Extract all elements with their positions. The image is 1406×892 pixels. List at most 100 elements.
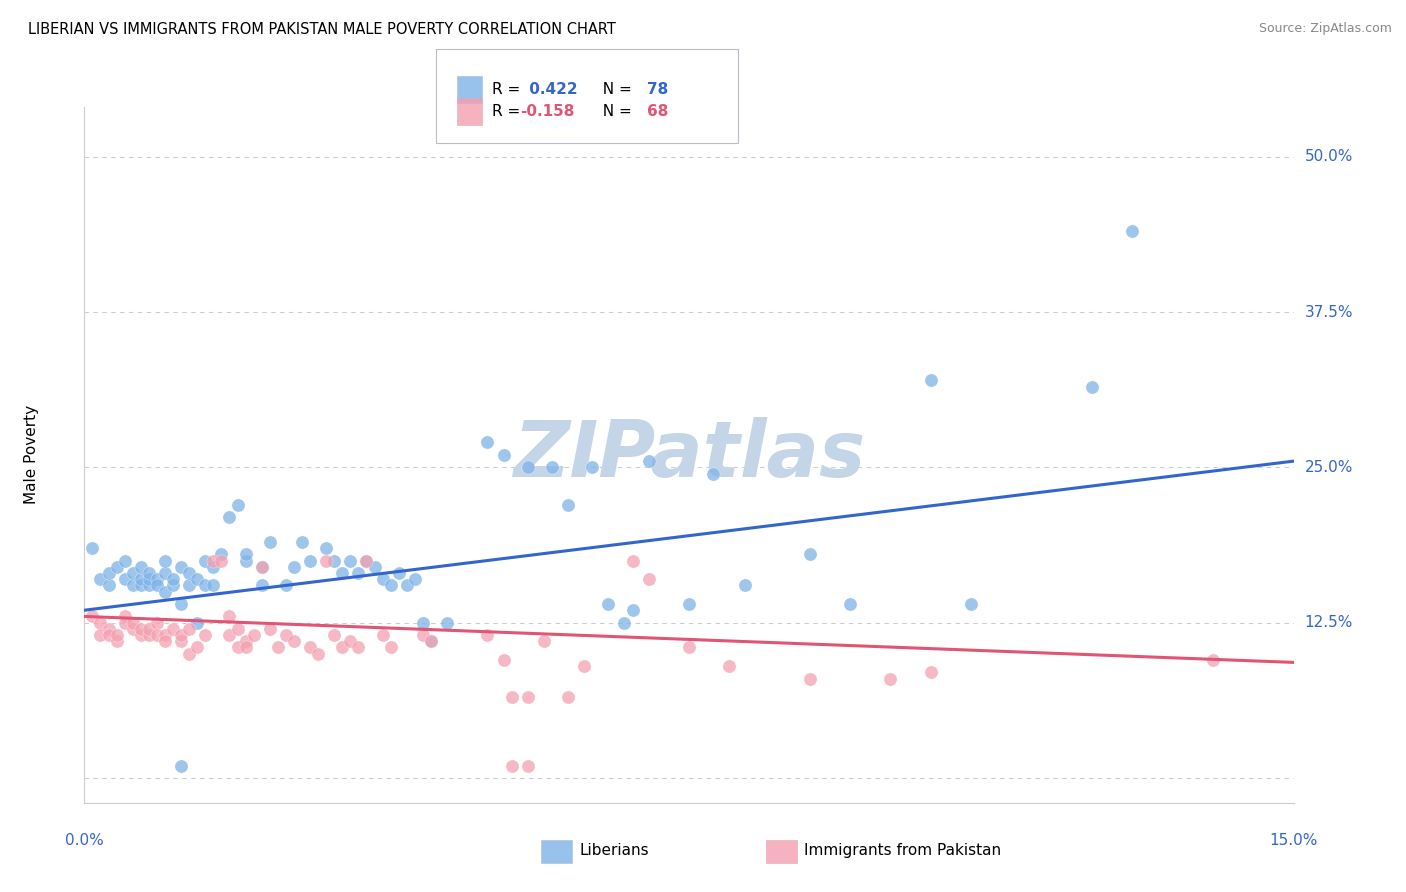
- Point: [226, 640, 249, 655]
- Point: [291, 534, 314, 549]
- Point: [621, 553, 644, 567]
- Point: [839, 597, 862, 611]
- Point: [170, 628, 193, 642]
- Point: [283, 559, 305, 574]
- Point: [274, 628, 297, 642]
- Point: [162, 578, 184, 592]
- Point: [621, 603, 644, 617]
- Point: [299, 553, 322, 567]
- Point: [146, 615, 169, 630]
- Point: [557, 690, 579, 705]
- Point: [283, 634, 305, 648]
- Point: [799, 672, 821, 686]
- Point: [420, 634, 443, 648]
- Point: [678, 597, 700, 611]
- Point: [218, 628, 240, 642]
- Point: [129, 628, 152, 642]
- Point: [170, 597, 193, 611]
- Point: [388, 566, 411, 580]
- Point: [186, 640, 208, 655]
- Point: [138, 566, 160, 580]
- Point: [202, 578, 225, 592]
- Point: [920, 665, 942, 680]
- Point: [315, 553, 337, 567]
- Point: [477, 435, 499, 450]
- Point: [477, 628, 499, 642]
- Point: [153, 553, 176, 567]
- Text: 0.422: 0.422: [524, 82, 578, 96]
- Point: [274, 578, 297, 592]
- Text: Liberians: Liberians: [579, 844, 650, 858]
- Point: [267, 640, 290, 655]
- Point: [209, 553, 232, 567]
- Point: [121, 566, 143, 580]
- Point: [501, 758, 523, 772]
- Point: [404, 572, 426, 586]
- Point: [315, 541, 337, 555]
- Point: [678, 640, 700, 655]
- Point: [209, 547, 232, 561]
- Point: [186, 572, 208, 586]
- Point: [179, 622, 201, 636]
- Point: [202, 553, 225, 567]
- Point: [153, 566, 176, 580]
- Point: [170, 758, 193, 772]
- Point: [960, 597, 983, 611]
- Point: [330, 640, 353, 655]
- Point: [82, 541, 104, 555]
- Point: [412, 628, 434, 642]
- Point: [250, 559, 273, 574]
- Text: R =: R =: [492, 82, 526, 96]
- Point: [330, 566, 353, 580]
- Text: N =: N =: [593, 104, 637, 119]
- Point: [218, 510, 240, 524]
- Point: [299, 640, 322, 655]
- Text: ZIPatlas: ZIPatlas: [513, 417, 865, 493]
- Point: [557, 498, 579, 512]
- Point: [259, 534, 281, 549]
- Point: [356, 553, 378, 567]
- Point: [153, 628, 176, 642]
- Point: [516, 758, 538, 772]
- Point: [129, 559, 152, 574]
- Text: Immigrants from Pakistan: Immigrants from Pakistan: [804, 844, 1001, 858]
- Point: [339, 553, 361, 567]
- Point: [492, 653, 515, 667]
- Point: [235, 553, 257, 567]
- Point: [307, 647, 329, 661]
- Point: [97, 566, 120, 580]
- Text: Male Poverty: Male Poverty: [24, 405, 39, 505]
- Point: [1202, 653, 1225, 667]
- Point: [194, 553, 217, 567]
- Text: 37.5%: 37.5%: [1305, 304, 1353, 319]
- Point: [138, 578, 160, 592]
- Point: [129, 622, 152, 636]
- Point: [371, 572, 394, 586]
- Point: [371, 628, 394, 642]
- Point: [162, 572, 184, 586]
- Point: [516, 460, 538, 475]
- Point: [129, 572, 152, 586]
- Point: [114, 553, 136, 567]
- Point: [179, 647, 201, 661]
- Point: [146, 628, 169, 642]
- Point: [1121, 224, 1143, 238]
- Point: [581, 460, 603, 475]
- Point: [97, 578, 120, 592]
- Point: [1081, 379, 1104, 393]
- Point: [235, 634, 257, 648]
- Point: [242, 628, 264, 642]
- Text: 0.0%: 0.0%: [65, 833, 104, 848]
- Point: [250, 559, 273, 574]
- Point: [89, 615, 111, 630]
- Point: [395, 578, 418, 592]
- Point: [420, 634, 443, 648]
- Point: [572, 659, 595, 673]
- Point: [501, 690, 523, 705]
- Point: [226, 622, 249, 636]
- Point: [170, 634, 193, 648]
- Point: [138, 572, 160, 586]
- Point: [186, 615, 208, 630]
- Point: [920, 373, 942, 387]
- Point: [339, 634, 361, 648]
